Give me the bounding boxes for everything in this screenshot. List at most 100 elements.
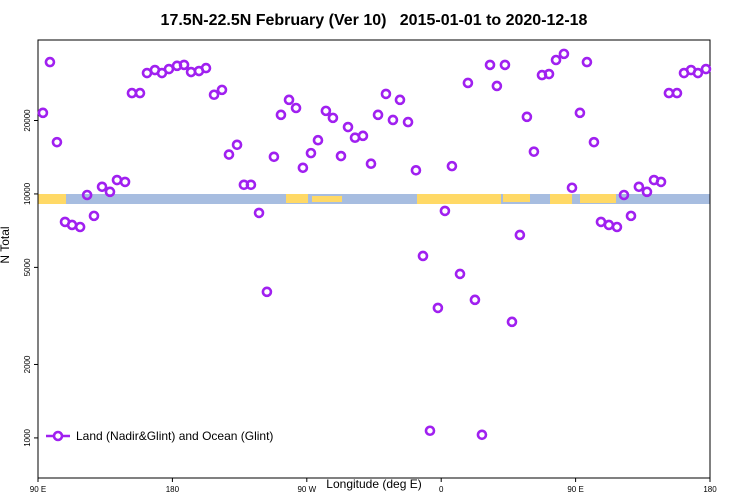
point [200,62,212,74]
point [104,186,116,198]
point [297,162,309,174]
point [312,134,324,146]
point [96,181,108,193]
x-tick-label: 0 [439,485,444,494]
point [410,164,422,176]
point [581,56,593,68]
land-band [286,194,308,203]
point [439,205,451,217]
point [134,87,146,99]
legend-marker [52,430,64,442]
point [365,158,377,170]
point [588,136,600,148]
point [550,54,562,66]
land-band [417,194,501,204]
x-axis-label: Longitude (deg E) [326,477,421,491]
point [283,94,295,106]
point [692,67,704,79]
point [700,63,712,75]
point [655,176,667,188]
point [625,210,637,222]
point [618,189,630,201]
point [462,77,474,89]
x-tick-label: 90 E [30,485,46,494]
point [372,109,384,121]
y-tick-label: 20000 [23,109,32,132]
point [335,150,347,162]
point [514,229,526,241]
point [51,136,63,148]
point [671,87,683,99]
y-tick-label: 1000 [23,428,32,446]
y-axis-label: N Total [0,226,12,263]
x-tick-label: 180 [703,485,717,494]
point [178,59,190,71]
point [521,111,533,123]
point [275,109,287,121]
point [446,160,458,172]
y-tick-label: 10000 [23,182,32,205]
point [268,151,280,163]
land-band [580,194,616,203]
point [208,89,220,101]
point [261,286,273,298]
point [119,176,131,188]
point [320,105,332,117]
point [290,102,302,114]
point [603,219,615,231]
y-tick-label: 2000 [23,355,32,373]
point [506,316,518,328]
point [394,94,406,106]
point [37,107,49,119]
land-band [38,194,66,204]
point [424,425,436,437]
point [574,107,586,119]
point [342,121,354,133]
point [305,147,317,159]
land-band [550,194,572,204]
point [543,68,555,80]
point [641,186,653,198]
point [469,294,481,306]
land-band [503,194,530,202]
point [402,116,414,128]
legend-label: Land (Nadir&Glint) and Ocean (Glint) [76,429,273,443]
point [111,174,123,186]
point [81,189,93,201]
point [476,429,488,441]
x-tick-label: 180 [166,485,180,494]
point [566,182,578,194]
point [499,59,511,71]
land-band [312,196,342,202]
point [380,88,392,100]
point [432,302,444,314]
point [491,80,503,92]
point [528,146,540,157]
point [387,114,399,126]
point [231,139,243,151]
point [216,84,228,96]
point [223,149,235,160]
point [66,219,78,231]
point [44,56,56,68]
x-tick-label: 90 E [567,485,583,494]
point [245,179,257,191]
y-tick-label: 5000 [23,258,32,276]
point [327,112,339,124]
point [253,207,265,219]
chart-title: 17.5N-22.5N February (Ver 10) 2015-01-01… [161,12,588,29]
point [454,268,466,280]
map-band [38,194,710,204]
point [611,221,623,233]
point [74,221,86,233]
point [357,130,369,142]
point [417,250,429,262]
point [484,59,496,71]
point [558,48,570,60]
plot-frame [37,39,711,479]
point [633,181,645,193]
point [88,210,100,222]
ocean-band [38,194,710,204]
x-tick-label: 90 W [297,485,316,494]
